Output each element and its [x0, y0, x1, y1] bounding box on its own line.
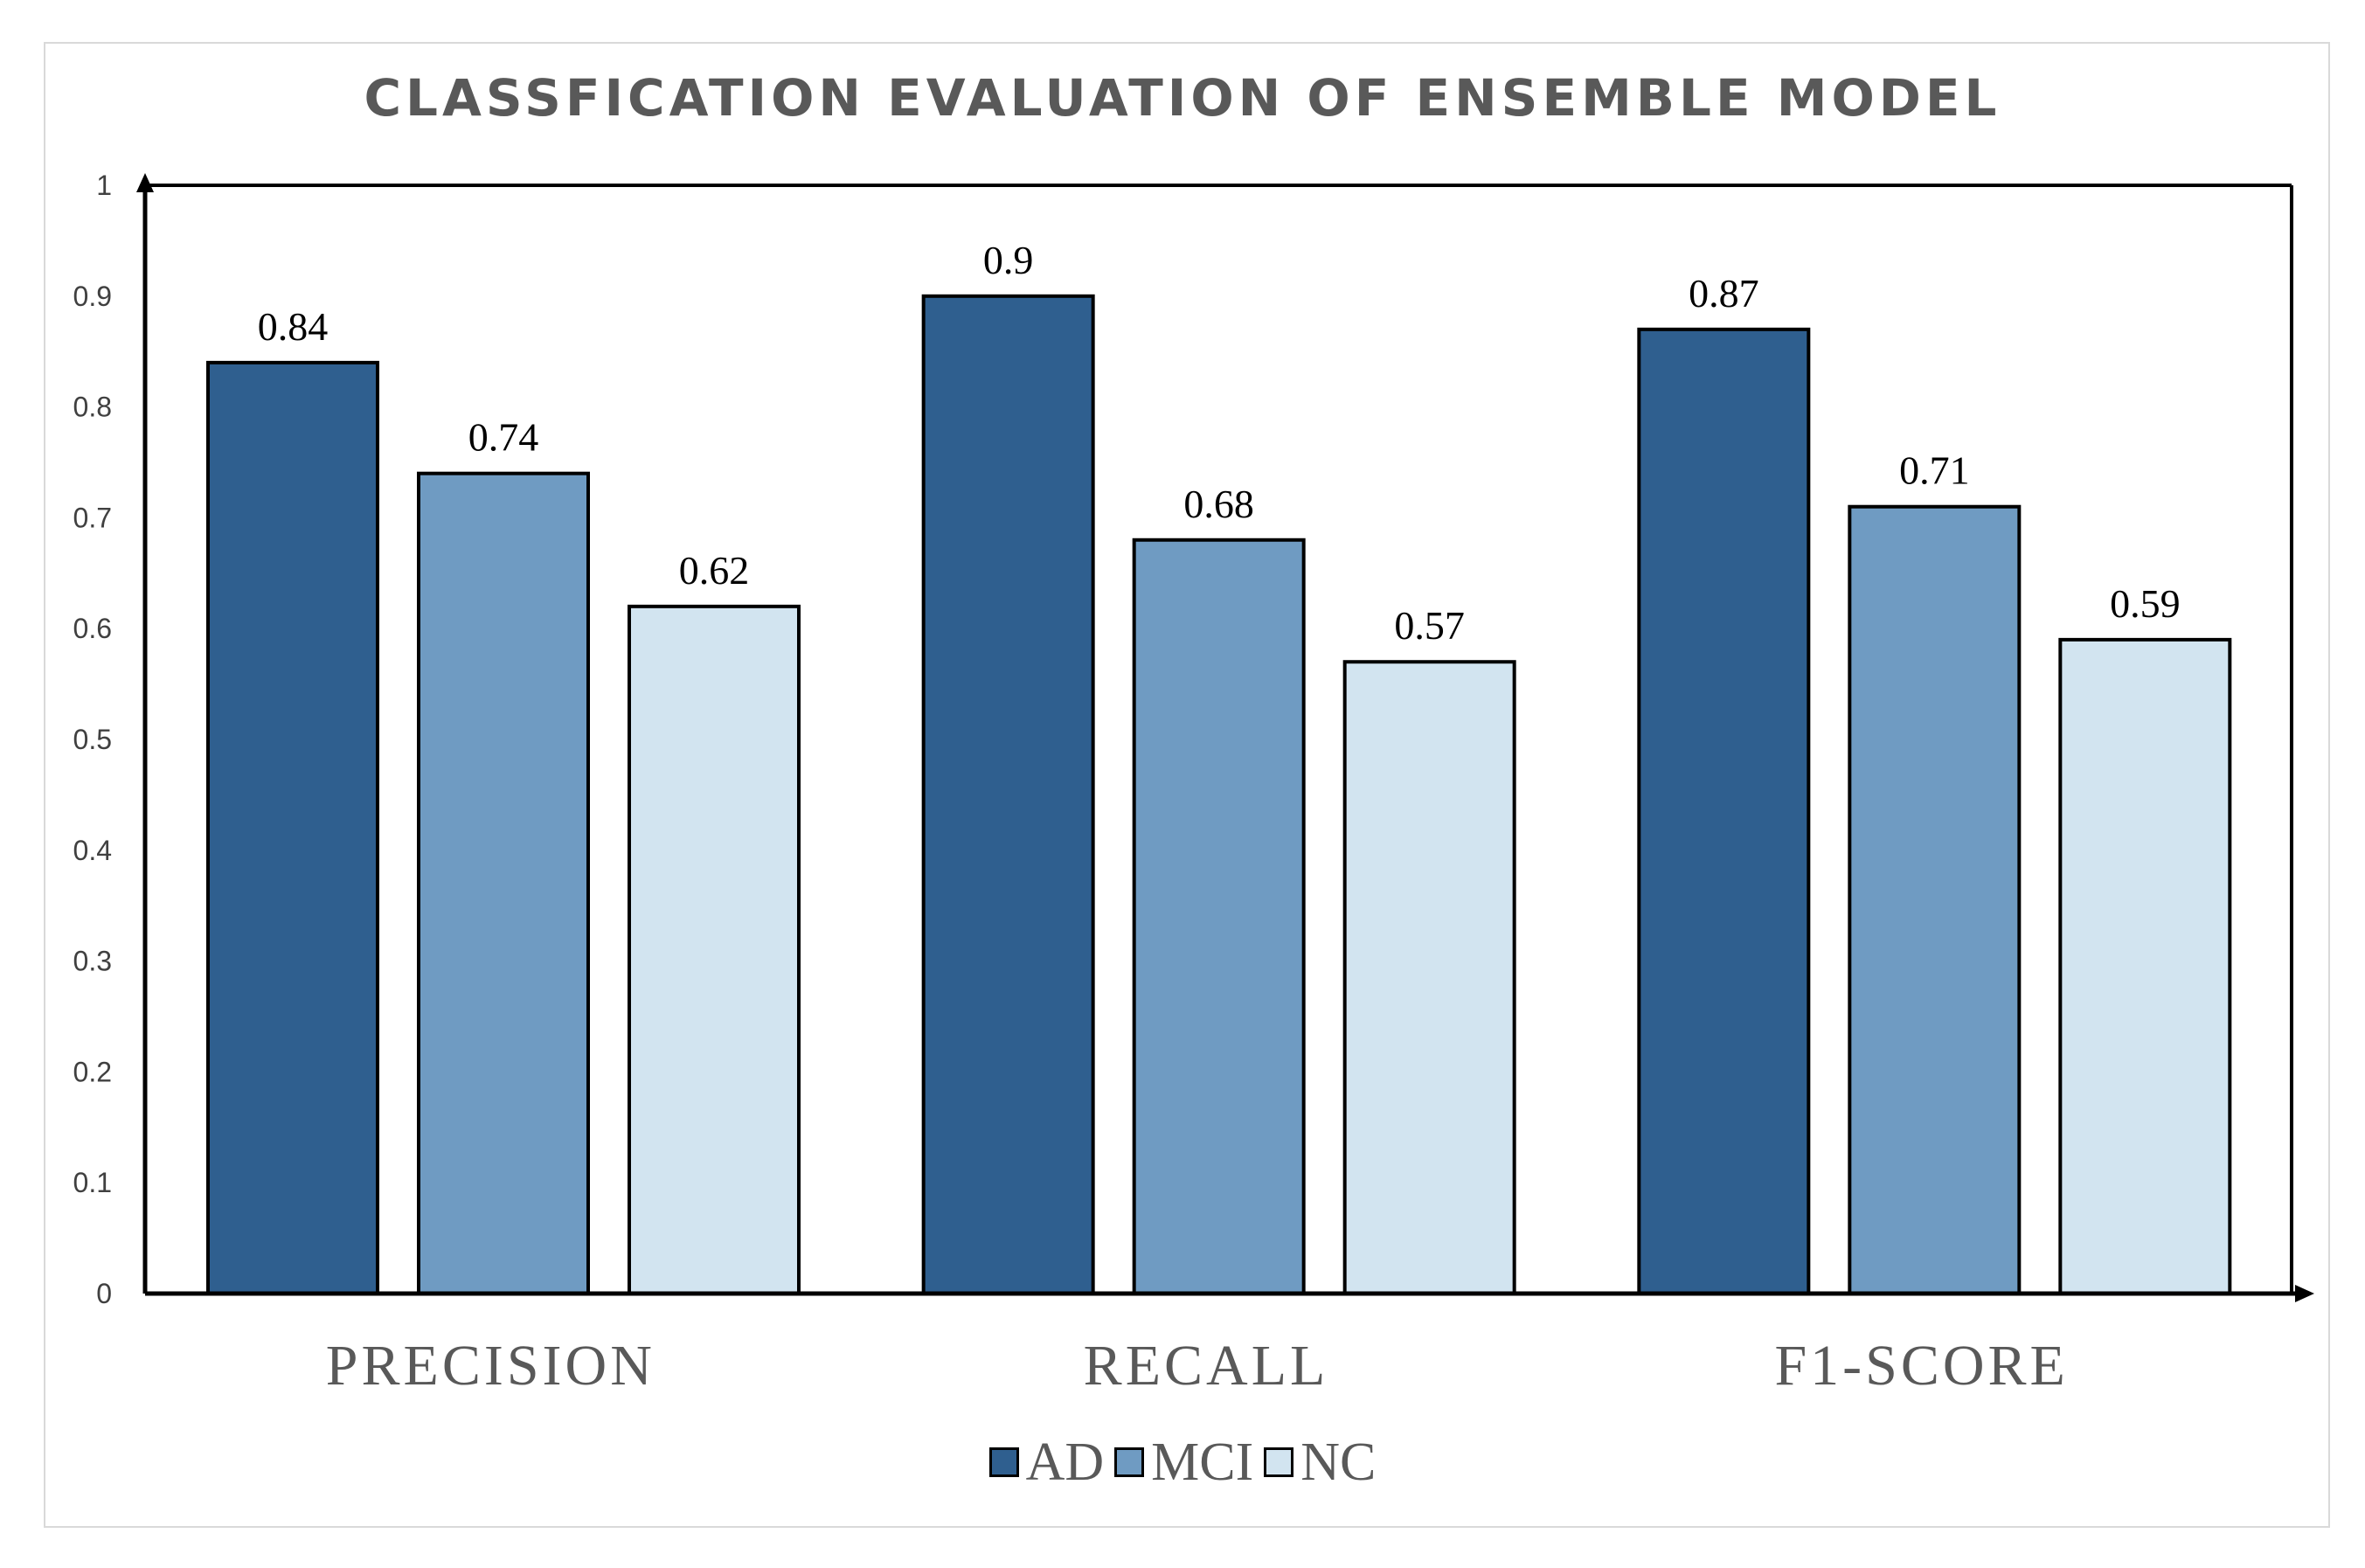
legend-label: AD [1025, 1432, 1105, 1492]
y-tick-label: 0.6 [73, 613, 112, 644]
bar-mci-f1-score [1848, 504, 2022, 1295]
bar-nc-recall [1342, 660, 1516, 1295]
bar-nc-f1-score [2058, 637, 2232, 1295]
y-tick-label: 0.8 [73, 392, 112, 423]
y-tick-label: 0 [96, 1278, 112, 1309]
legend-swatch [1114, 1447, 1145, 1477]
data-label: 0.71 [1899, 448, 1970, 493]
legend-label: NC [1300, 1432, 1377, 1492]
data-label: 0.62 [679, 548, 750, 593]
y-tick-label: 0.5 [73, 724, 112, 755]
x-tick-label: PRECISION [326, 1334, 655, 1398]
data-label: 0.68 [1183, 482, 1254, 526]
y-tick-label: 0.2 [73, 1056, 112, 1087]
data-label: 0.57 [1394, 603, 1465, 648]
y-axis-arrow [136, 173, 154, 192]
axes-layer [136, 173, 2314, 1302]
y-tick-label: 0.7 [73, 502, 112, 533]
legend-swatch [1264, 1447, 1294, 1477]
legend-item-mci: MCI [1114, 1432, 1253, 1494]
bars-layer [206, 294, 2232, 1296]
x-tick-label: F1-SCORE [1774, 1334, 2068, 1398]
legend-label: MCI [1151, 1432, 1254, 1492]
labels-layer: 0.84 0.74 0.62 PRECISION 0.9 0.68 0.57 RECALL 0.… [73, 170, 2181, 1398]
y-tick-label: 0.3 [73, 946, 112, 977]
bar-ad-precision [206, 360, 379, 1295]
bar-ad-recall [921, 294, 1095, 1295]
legend: AD MCI NC [0, 1429, 2365, 1494]
bar-mci-precision [417, 471, 590, 1295]
data-label: 0.59 [2110, 581, 2181, 626]
legend-item-nc: NC [1264, 1432, 1376, 1494]
y-tick-label: 0.9 [73, 281, 112, 312]
x-axis-arrow [2295, 1285, 2314, 1302]
data-label: 0.9 [983, 238, 1034, 282]
y-tick-label: 0.4 [73, 835, 112, 866]
bar-nc-precision [628, 604, 801, 1295]
data-label: 0.84 [258, 304, 329, 349]
data-label: 0.87 [1689, 271, 1759, 316]
y-tick-label: 0.1 [73, 1167, 112, 1198]
data-label: 0.74 [468, 415, 539, 460]
chart-title: CLASSFICATION EVALUATION OF ENSEMBLE MOD… [364, 68, 2001, 128]
legend-item-ad: AD [988, 1432, 1105, 1494]
bar-mci-recall [1132, 538, 1306, 1295]
y-tick-label: 1 [96, 170, 112, 201]
legend-swatch [988, 1447, 1019, 1477]
bar-ad-f1-score [1637, 327, 1811, 1296]
x-tick-label: RECALL [1084, 1334, 1329, 1398]
